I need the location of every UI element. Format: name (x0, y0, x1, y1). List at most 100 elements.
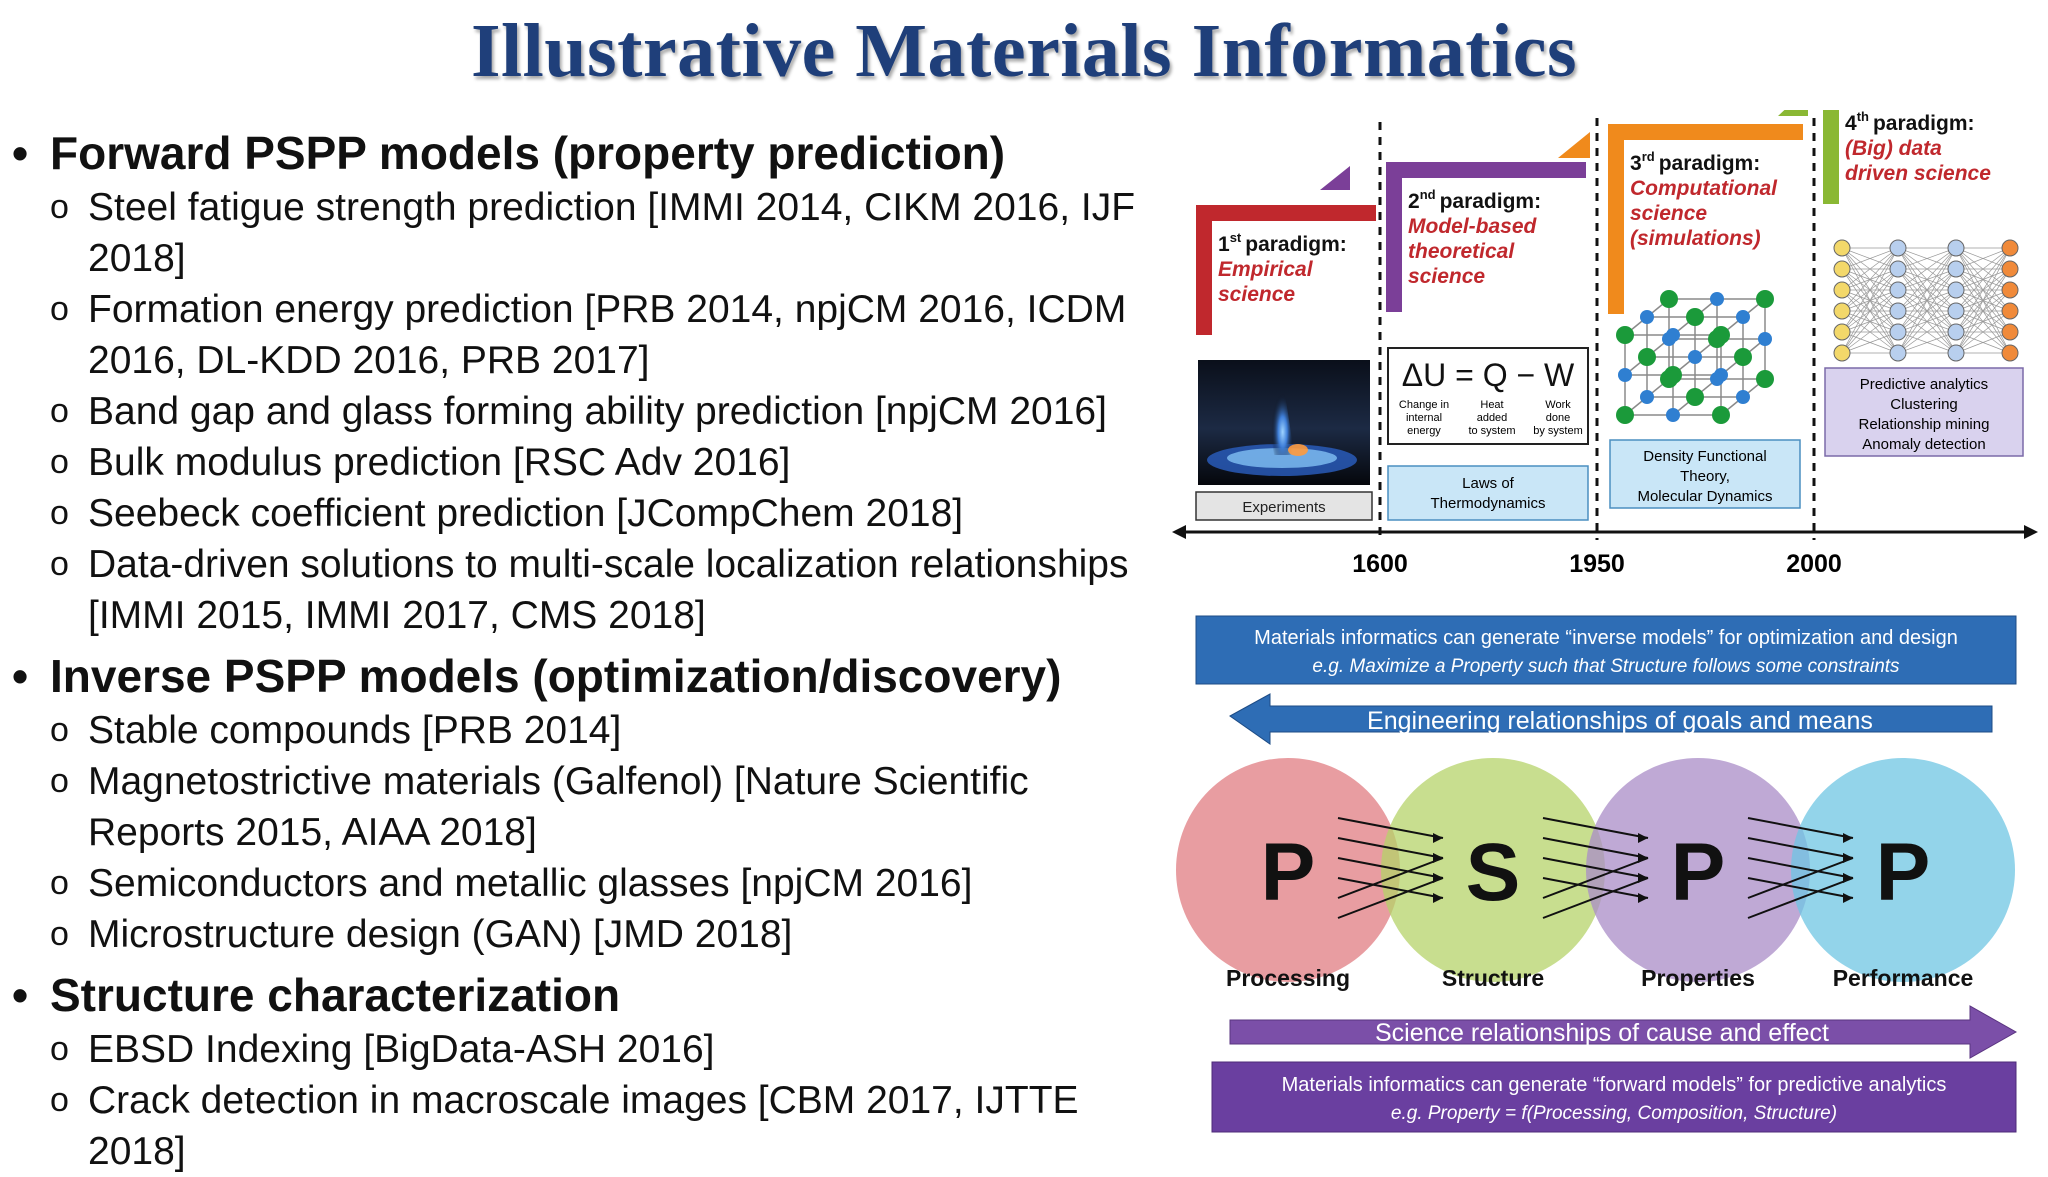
bullet-dot: • (12, 127, 29, 179)
engineering-arrow: Engineering relationships of goals and m… (1229, 693, 1993, 745)
sub-bullet-marker: o (50, 762, 69, 800)
sub-bullet-marker: o (50, 443, 69, 481)
science-arrow: Science relationships of cause and effec… (1229, 1005, 2018, 1059)
section-heading-text: Inverse PSPP models (optimization/discov… (50, 650, 1062, 702)
section-heading-text: Structure characterization (50, 969, 621, 1021)
paradigm-description: (Big) data (1845, 137, 1942, 160)
bullet-dot: • (12, 650, 29, 702)
pspp-letter: P (1876, 827, 1931, 918)
bullet-item-line: Data-driven solutions to multi-scale loc… (88, 543, 1129, 586)
paradigm-description: (simulations) (1630, 227, 1761, 250)
dft-box (1609, 439, 1801, 509)
pspp-label: Structure (1442, 965, 1544, 991)
inverse-banner-line1: Materials informatics can generate “inve… (1254, 627, 1958, 649)
bullet-item: o Magnetostrictive materials (Galfenol) [… (8, 756, 1158, 858)
sub-bullet-marker: o (50, 290, 69, 328)
sub-bullet-marker: o (50, 1081, 69, 1119)
paradigm-title: 1st paradigm: (1218, 230, 1347, 256)
paradigm-corner-marker (1320, 166, 1350, 190)
svg-text:ΔU = Q − W: ΔU = Q − W (1402, 357, 1575, 393)
bullet-item: o Semiconductors and metallic glasses [np… (8, 858, 1158, 909)
pspp-label: Performance (1833, 965, 1974, 991)
section-heading-text: Forward PSPP models (property prediction… (50, 127, 1006, 179)
experiments-label: Experiments (1242, 499, 1325, 516)
sub-bullet-marker: o (50, 545, 69, 583)
paradigm-description: theoretical (1408, 240, 1515, 263)
svg-text:Change in: Change in (1399, 399, 1449, 411)
bullet-item: o Bulk modulus prediction [RSC Adv 2016] (8, 437, 1158, 488)
bullet-item-line: EBSD Indexing [BigData-ASH 2016] (88, 1028, 715, 1071)
bullet-item: o EBSD Indexing [BigData-ASH 2016] (8, 1024, 1158, 1075)
svg-text:by system: by system (1533, 425, 1583, 437)
paradigm-corner-marker (1558, 132, 1590, 158)
forward-models-banner (1211, 1061, 2017, 1133)
bullet-list: • Forward PSPP models (property predictio… (8, 118, 1158, 1177)
sub-bullet-marker: o (50, 864, 69, 902)
sub-bullet-marker: o (50, 392, 69, 430)
pspp-circle-processing (1176, 758, 1400, 982)
bullet-item-line: Formation energy prediction [PRB 2014, n… (88, 288, 1127, 331)
analytics-label-line4: Anomaly detection (1862, 436, 1985, 453)
bullet-item-line: Stable compounds [PRB 2014] (88, 709, 622, 752)
sub-bullet-marker: o (50, 915, 69, 953)
neural-network (1833, 239, 2019, 362)
svg-text:internal: internal (1406, 412, 1442, 424)
thermodynamics-label-line1: Laws of (1462, 475, 1515, 492)
pspp-label: Properties (1641, 965, 1755, 991)
paradigm-2: 2nd paradigm:Model-basedtheoreticalscienc… (1386, 132, 1590, 312)
bullet-item-line: Crack detection in macroscale images [CB… (88, 1079, 1079, 1173)
relationship-arrows (1337, 817, 1444, 919)
bullet-item: o Seebeck coefficient prediction [JCompCh… (8, 488, 1158, 539)
svg-text:Heat: Heat (1480, 399, 1503, 411)
svg-text:added: added (1477, 412, 1508, 424)
section-heading: • Forward PSPP models (property predictio… (8, 124, 1158, 182)
inverse-banner-line2: e.g. Maximize a Property such that Struc… (1312, 656, 1900, 677)
slide-title: Illustrative Materials Informatics (470, 9, 1578, 93)
year-2000: 2000 (1786, 550, 1842, 578)
bullet-item-line: [IMMI 2015, IMMI 2017, CMS 2018] (88, 594, 706, 637)
bullet-item-line: Band gap and glass forming ability predi… (88, 390, 1107, 433)
pspp-letter: P (1671, 827, 1726, 918)
flame-photo (1198, 360, 1370, 485)
sub-bullet-marker: o (50, 494, 69, 532)
svg-text:Work: Work (1545, 399, 1571, 411)
bullet-item: o Formation energy prediction [PRB 2014, … (8, 284, 1158, 386)
sub-bullet-marker: o (50, 711, 69, 749)
analytics-label-line2: Clustering (1890, 396, 1958, 413)
relationship-arrows (1542, 817, 1649, 919)
bullet-item-line: 2016, DL-KDD 2016, PRB 2017] (88, 339, 650, 382)
bullet-item-line: Semiconductors and metallic glasses [npj… (88, 862, 973, 905)
pspp-label: Processing (1226, 965, 1350, 991)
paradigm-description: driven science (1845, 162, 1991, 185)
svg-text:done: done (1546, 412, 1570, 424)
paradigm-description: Model-based (1408, 215, 1538, 238)
pspp-circle-performance (1791, 758, 2015, 982)
bullet-item-line: 2018] (88, 237, 186, 280)
bullet-item: o Crack detection in macroscale images [C… (8, 1075, 1158, 1177)
paradigm-description: Computational (1630, 177, 1778, 200)
paradigm-description: science (1218, 283, 1295, 306)
bullet-dot: • (12, 969, 29, 1021)
svg-text:Science relationships of cause: Science relationships of cause and effec… (1375, 1019, 1829, 1047)
forward-banner-line1: Materials informatics can generate “forw… (1282, 1074, 1947, 1096)
analytics-label-line1: Predictive analytics (1860, 376, 1988, 393)
analytics-label-line3: Relationship mining (1859, 416, 1990, 433)
paradigm-title: 4th paradigm: (1845, 110, 1974, 135)
materials-informatics-figure: 1600 1950 2000 1st paradigm:Empiricalscie… (1172, 110, 2038, 1133)
dft-label-line2: Theory, (1680, 468, 1730, 485)
year-1950: 1950 (1569, 550, 1625, 578)
paradigm-3: 3rd paradigm:Computationalscience(simulat… (1608, 110, 1808, 314)
paradigm-description: Empirical (1218, 258, 1314, 281)
bullet-item-line: Magnetostrictive materials (Galfenol) [N… (88, 760, 1029, 803)
crystal-lattice (1616, 290, 1774, 424)
bullet-item-line: Reports 2015, AIAA 2018] (88, 811, 537, 854)
section-heading: • Inverse PSPP models (optimization/disco… (8, 647, 1158, 705)
pspp-circle-structure (1381, 758, 1605, 982)
timeline-axis: 1600 1950 2000 (1172, 118, 2038, 578)
sub-bullet-marker: o (50, 188, 69, 226)
bullet-item-line: Microstructure design (GAN) [JMD 2018] (88, 913, 793, 956)
bullet-item: o Steel fatigue strength prediction [IMMI… (8, 182, 1158, 284)
bullet-item: o Band gap and glass forming ability pred… (8, 386, 1158, 437)
